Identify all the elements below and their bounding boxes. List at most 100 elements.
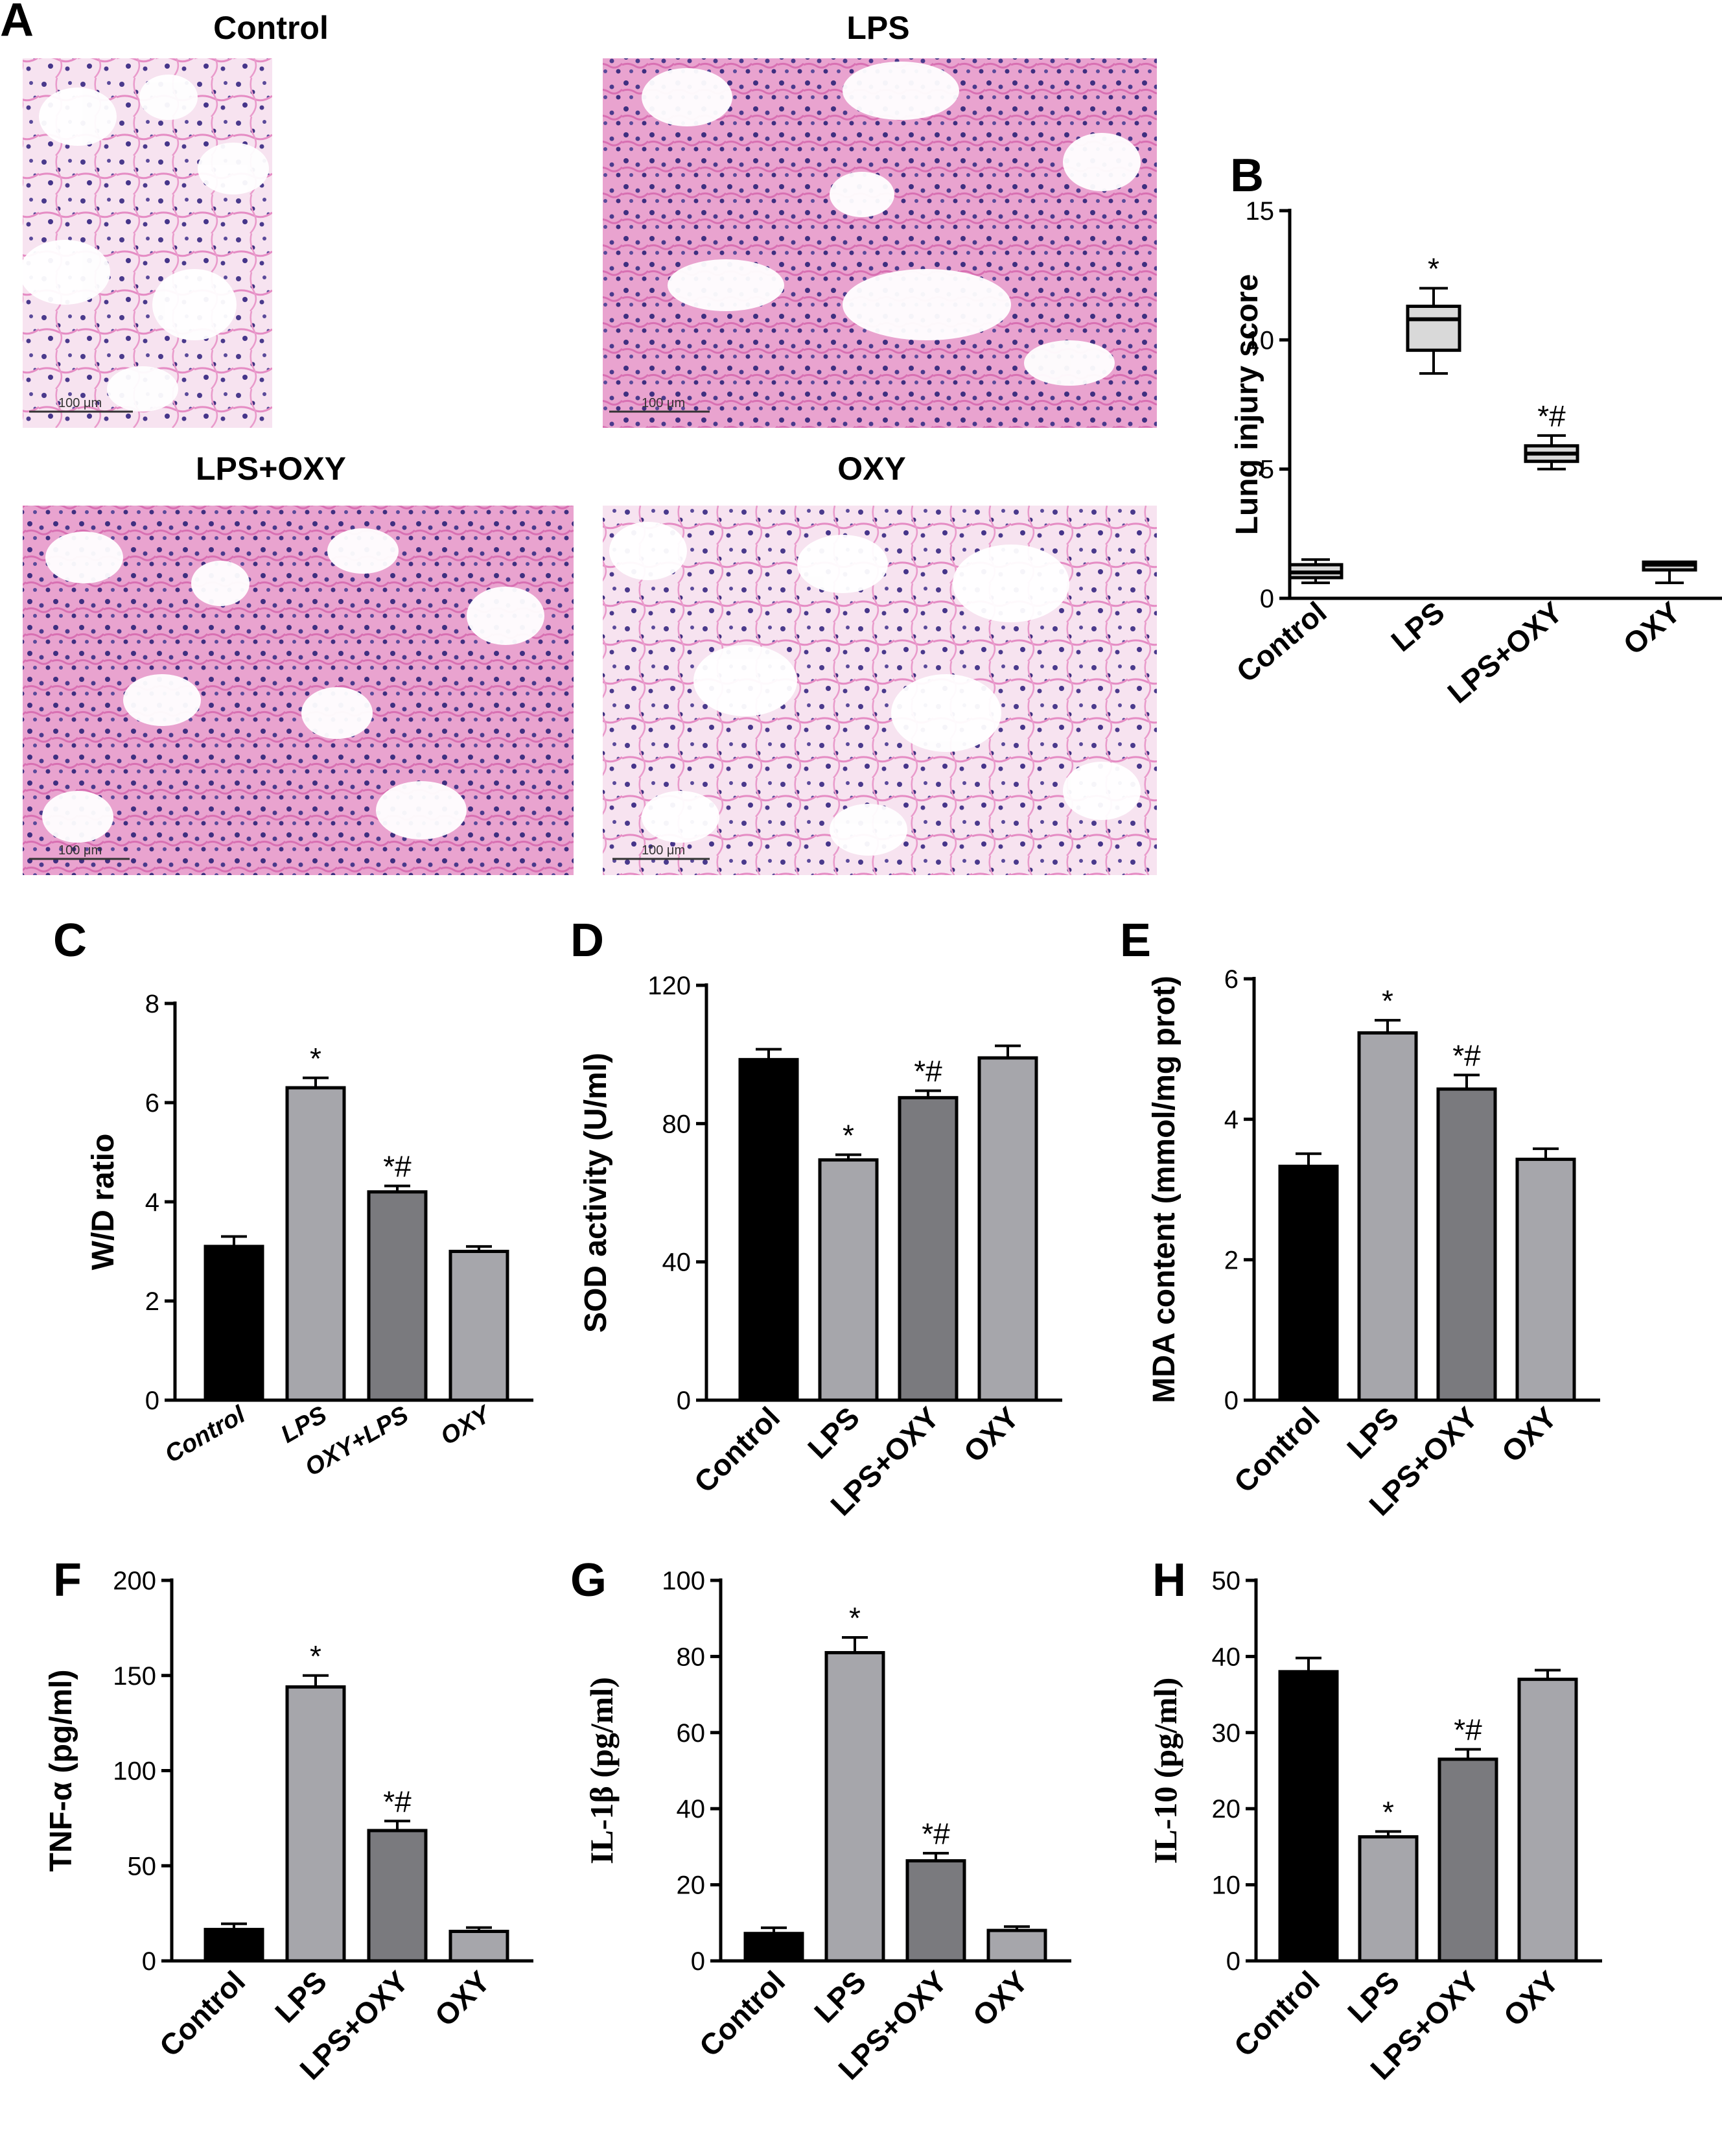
significance-label: *# <box>1454 1713 1482 1747</box>
x-category-label: OXY <box>1617 595 1687 661</box>
x-category-label: OXY <box>1497 1964 1565 2032</box>
y-tick-label: 0 <box>691 1947 705 1976</box>
bar-oxy <box>1517 1678 1578 1963</box>
panel-letter-c: C <box>53 915 87 967</box>
panel-letter-h: H <box>1152 1554 1186 1606</box>
bar-lps-oxy <box>1437 1757 1498 1963</box>
y-tick-label: 5 <box>1260 456 1274 484</box>
chart-d: D 0 40 80 120 SOD activity (U/ml) Control * LPS *… <box>570 915 1062 1522</box>
y-tick-label: 4 <box>1224 1106 1239 1134</box>
bar-lps <box>285 1685 346 1963</box>
bar-oxy-lps <box>367 1190 428 1402</box>
scale-label-lps-oxy: 100 μm <box>58 843 102 858</box>
scale-label-lps: 100 μm <box>642 396 685 410</box>
x-category-label: Control <box>1230 595 1333 689</box>
significance-label: * <box>1382 984 1393 1018</box>
y-tick-label: 10 <box>1246 326 1275 355</box>
significance-label: * <box>1428 252 1439 286</box>
image-title-oxy: OXY <box>837 451 906 487</box>
bar-oxy <box>448 1930 509 1963</box>
image-title-control: Control <box>213 10 329 46</box>
x-category-label: Control <box>1228 1400 1326 1499</box>
charts-layer: B 0 5 10 15 Lung injury score Control * LPS *# LPS… <box>44 150 1722 2086</box>
bar-control <box>204 1928 264 1963</box>
x-category-label: Control <box>161 1401 251 1469</box>
y-axis-title: MDA content (mmol/mg prot) <box>1147 976 1181 1403</box>
chart-b: B 0 5 10 15 Lung injury score Control * LPS *# LPS… <box>1230 150 1722 710</box>
chart-e: E 0 2 4 6 MDA content (mmol/mg prot) Control * L… <box>1120 915 1600 1522</box>
y-tick-label: 40 <box>1212 1643 1241 1671</box>
panel-letter-a: A <box>0 0 34 46</box>
panel-letter-f: F <box>53 1554 82 1606</box>
image-title-lps-oxy: LPS+OXY <box>196 451 346 487</box>
significance-label: *# <box>1452 1038 1481 1072</box>
y-tick-label: 8 <box>145 990 159 1018</box>
bar-control <box>1278 1670 1339 1963</box>
y-tick-label: 0 <box>1226 1947 1240 1976</box>
x-category-label: LPS <box>1384 595 1450 658</box>
y-axis-title: IL-10 (pg/ml) <box>1147 1678 1183 1864</box>
bar-oxy <box>448 1250 509 1402</box>
y-tick-label: 0 <box>142 1947 156 1976</box>
x-category-label: Control <box>693 1964 791 2063</box>
bar-control <box>738 1058 799 1402</box>
x-category-label: OXY <box>957 1400 1025 1468</box>
y-axis-title: IL-1β (pg/ml) <box>583 1677 620 1864</box>
image-title-lps: LPS <box>846 10 909 46</box>
bar-control <box>743 1932 804 1963</box>
significance-label: * <box>849 1601 861 1635</box>
y-axis-title: TNF-α (pg/ml) <box>44 1669 78 1871</box>
y-tick-label: 0 <box>145 1387 159 1415</box>
y-tick-label: 6 <box>145 1089 159 1118</box>
y-tick-label: 100 <box>113 1757 156 1786</box>
y-tick-label: 0 <box>1260 585 1274 613</box>
x-category-label: LPS <box>801 1400 866 1465</box>
bar-lps <box>824 1651 885 1963</box>
bar-control <box>204 1245 264 1402</box>
y-tick-label: 2 <box>1224 1246 1239 1274</box>
y-tick-label: 200 <box>113 1567 156 1595</box>
significance-label: * <box>1382 1795 1394 1829</box>
y-tick-label: 15 <box>1246 197 1275 226</box>
bar-oxy <box>1515 1157 1576 1402</box>
significance-label: * <box>310 1639 321 1673</box>
bar-control <box>1278 1164 1339 1402</box>
y-tick-label: 150 <box>113 1662 156 1691</box>
y-tick-label: 40 <box>662 1248 692 1277</box>
y-tick-label: 50 <box>1212 1567 1241 1595</box>
x-category-label: OXY <box>428 1964 496 2032</box>
x-category-label: LPS <box>1340 1400 1405 1465</box>
y-tick-label: 20 <box>677 1871 706 1900</box>
histology-image-lps-oxy: LPS+OXY 100 μm <box>23 451 574 875</box>
y-tick-label: 4 <box>145 1188 159 1217</box>
bar-lps-oxy <box>898 1096 959 1402</box>
y-tick-label: 40 <box>677 1795 706 1823</box>
y-tick-label: 0 <box>677 1387 691 1415</box>
bar-oxy <box>977 1056 1038 1402</box>
x-category-label: OXY <box>436 1400 497 1451</box>
bar-lps-oxy <box>367 1829 428 1963</box>
significance-label: * <box>843 1118 854 1152</box>
x-category-label: LPS <box>808 1964 872 2029</box>
y-tick-label: 2 <box>145 1287 159 1316</box>
x-category-label: LPS+OXY <box>1441 595 1568 710</box>
bar-lps <box>1357 1031 1418 1402</box>
x-category-label: LPS <box>1341 1964 1406 2029</box>
bar-lps <box>818 1158 879 1402</box>
scale-label-control: 100 μm <box>58 396 102 410</box>
histology-image-oxy: OXY 100 μm <box>603 451 1157 875</box>
histology-image-lps: LPS 100 μm <box>603 10 1157 428</box>
panel-letter-b: B <box>1230 150 1264 202</box>
panel-letter-g: G <box>570 1554 607 1606</box>
significance-label: *# <box>383 1785 412 1818</box>
panel-letter-e: E <box>1120 915 1151 967</box>
y-axis-title: SOD activity (U/ml) <box>579 1053 613 1333</box>
y-tick-label: 50 <box>128 1852 157 1881</box>
y-tick-label: 0 <box>1224 1387 1239 1415</box>
x-category-label: Control <box>153 1964 251 2063</box>
y-tick-label: 30 <box>1212 1719 1241 1748</box>
